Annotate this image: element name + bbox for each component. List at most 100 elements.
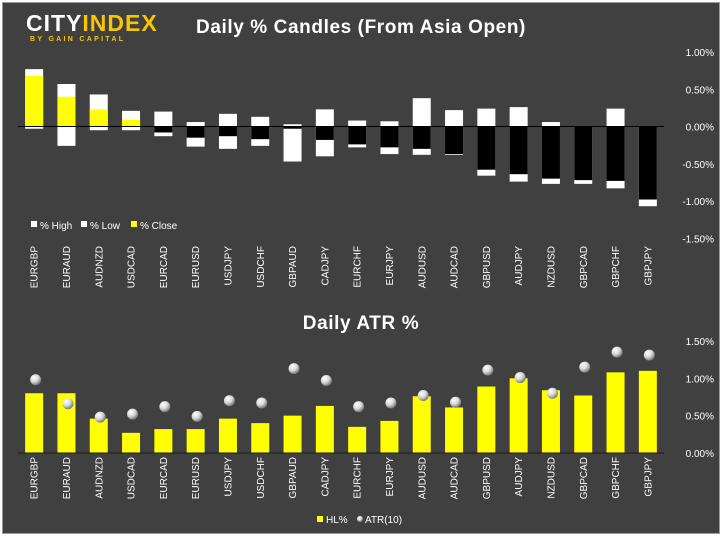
atr-marker [482,364,494,376]
atr-x-tick: AUDNZD [94,457,105,499]
hl-bar [445,407,464,453]
candles-y-tick: -1.00% [682,197,714,208]
candles-x-tick: GBPCAD [579,246,590,288]
candles-x-tick: USDCAD [127,246,138,288]
atr-y-tick: 1.50% [686,337,714,348]
candle-range-bar [154,111,173,137]
atr-marker [643,349,655,361]
atr-x-tick: EURCAD [159,457,170,499]
candles-legend-label: % Close [140,221,178,232]
candles-legend-swatch [81,221,87,227]
atr-marker [546,387,558,399]
hl-bar [283,415,302,453]
candles-x-tick: EURUSD [191,246,202,288]
candles-x-tick: EURCAD [159,246,170,288]
atr-x-tick: CADJPY [320,457,331,497]
atr-legend-marker [357,516,363,522]
atr-marker [191,410,203,422]
candle-close-bar [445,126,464,155]
candle-close-bar [218,126,237,137]
atr-x-tick: USDCHF [256,457,267,499]
atr-marker [385,397,397,409]
atr-marker [579,361,591,373]
candle-range-bar [283,124,302,162]
atr-x-tick: GBPAUD [288,457,299,499]
logo-part-index: INDEX [82,10,158,36]
candle-close-bar [251,126,270,140]
hl-bar [25,393,44,453]
candle-close-bar [574,126,593,181]
candles-x-tick: EURGBP [30,246,41,289]
atr-x-tick: NZDUSD [546,457,557,499]
candle-close-bar [186,126,205,138]
candle-close-bar [541,126,560,179]
candles-legend-label: % High [40,221,72,232]
hl-bar [509,378,528,453]
hl-bar [638,370,657,453]
candles-x-tick: GBPUSD [482,246,493,288]
hl-bar [380,420,399,453]
city-index-logo: CITYINDEX [26,10,158,37]
candles-x-tick: USDJPY [223,246,234,286]
candle-close-bar [283,126,302,129]
candles-legend-label: % Low [90,221,121,232]
hl-bar [574,395,593,453]
candles-legend-swatch [131,221,137,227]
hl-bar [541,390,560,453]
candles-x-tick: EURJPY [385,246,396,286]
atr-y-tick: 0.50% [686,412,714,423]
atr-x-tick: EURUSD [191,457,202,499]
hl-bar [412,396,431,453]
candle-close-bar [638,126,657,200]
atr-x-tick: AUDUSD [417,457,428,499]
candles-x-tick: EURAUD [62,246,73,288]
atr-x-tick: AUDJPY [514,457,525,497]
hl-bar [315,405,334,453]
candle-close-bar [348,126,367,145]
candles-y-tick: -1.50% [682,234,714,245]
atr-marker [353,401,365,413]
atr-x-tick: EURCHF [353,457,364,499]
atr-legend-label: ATR(10) [365,515,402,526]
candle-close-bar [380,126,399,148]
hl-bar [89,418,108,453]
candle-close-bar [412,126,431,149]
atr-x-tick: GBPCHF [611,457,622,499]
candle-close-bar [89,109,108,127]
hl-bar [186,429,205,453]
candle-close-bar [25,75,44,127]
candles-x-tick: USDCHF [256,246,267,288]
atr-marker [256,397,268,409]
hl-bar [477,386,496,453]
atr-marker [417,389,429,401]
atr-y-tick: 1.00% [686,374,714,385]
atr-x-tick: GBPJPY [643,457,654,497]
atr-marker [159,401,171,413]
atr-marker [514,372,526,384]
atr-x-tick: GBPUSD [482,457,493,499]
atr-x-tick: USDCAD [127,457,138,499]
atr-x-tick: EURJPY [385,457,396,497]
candles-x-tick: GBPCHF [611,246,622,288]
candles-x-tick: GBPAUD [288,246,299,288]
atr-marker [94,411,106,423]
candle-close-bar [606,126,625,181]
hl-bar [218,418,237,453]
candles-x-tick: AUDNZD [94,246,105,288]
atr-marker [30,374,42,386]
candles-x-tick: AUDUSD [417,246,428,288]
atr-x-tick: EURAUD [62,457,73,499]
atr-y-tick: 0.00% [686,449,714,460]
hl-bar [122,432,141,453]
logo-part-city: CITY [26,10,83,36]
atr-x-tick: USDJPY [223,457,234,497]
atr-chart-title: Daily ATR % [302,313,420,334]
atr-marker [320,375,332,387]
candle-close-bar [477,126,496,170]
hl-bar [251,423,270,453]
candles-x-tick: CADJPY [320,246,331,286]
candle-close-bar [57,96,76,127]
hl-bar [348,426,367,453]
atr-marker [450,396,462,408]
